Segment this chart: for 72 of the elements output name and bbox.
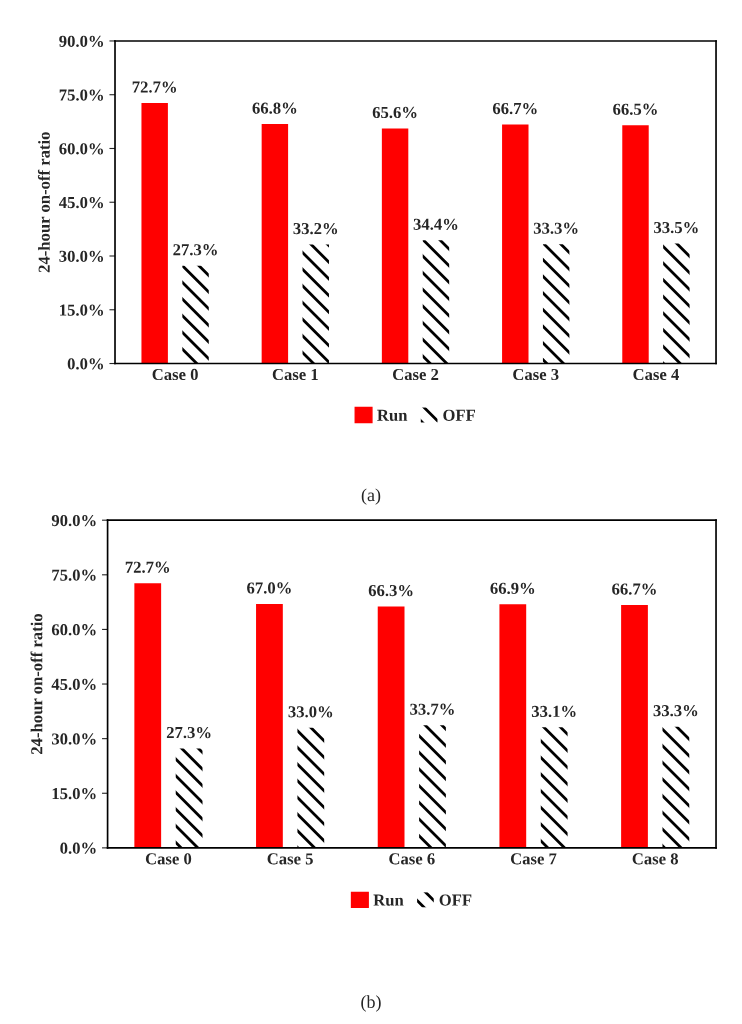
y-tick-label: 75.0% xyxy=(59,89,104,101)
y-tick-label: 15.0% xyxy=(60,304,104,316)
y-tick-label: 90.0% xyxy=(59,35,104,47)
legend-label: Run xyxy=(377,409,408,421)
data-label: 27.3% xyxy=(173,244,217,256)
bar xyxy=(419,725,446,848)
bar xyxy=(141,102,168,364)
y-tick-label: 75.0% xyxy=(52,569,96,581)
x-tick-label: Case 8 xyxy=(632,853,679,865)
x-tick-label: Case 2 xyxy=(392,368,439,381)
data-label: 33.2% xyxy=(293,222,338,235)
bar xyxy=(182,265,209,364)
data-label: 66.7% xyxy=(612,583,656,595)
data-label: 67.0% xyxy=(247,582,291,594)
bar xyxy=(134,583,162,848)
bar xyxy=(540,727,568,848)
x-tick-label: Case 3 xyxy=(513,368,559,381)
bar xyxy=(662,726,690,848)
y-tick-label: 15.0% xyxy=(52,787,96,800)
data-label: 72.7% xyxy=(125,561,170,573)
x-tick-label: Case 7 xyxy=(510,853,557,865)
y-tick-label: 0.0% xyxy=(67,358,104,370)
data-label: 65.6% xyxy=(372,106,417,119)
bar xyxy=(302,244,329,364)
bar xyxy=(377,606,405,848)
y-tick-label: 60.0% xyxy=(59,143,104,155)
x-tick-label: Case 5 xyxy=(267,853,313,865)
bar xyxy=(621,605,648,848)
data-label: 27.3% xyxy=(166,726,211,739)
x-tick-label: Case 6 xyxy=(389,853,435,865)
data-label: 33.0% xyxy=(288,706,333,718)
bar xyxy=(175,748,203,848)
data-label: 66.3% xyxy=(368,584,413,597)
x-tick-label: Case 0 xyxy=(152,368,198,381)
data-label: 34.4% xyxy=(413,218,458,230)
legend-label: OFF xyxy=(443,409,476,421)
data-label: 33.5% xyxy=(654,221,698,234)
data-label: 66.5% xyxy=(613,103,657,115)
data-label: 33.1% xyxy=(531,705,576,718)
y-tick-label: 0.0% xyxy=(60,842,96,854)
y-tick-label: 30.0% xyxy=(59,250,104,263)
data-label: 72.7% xyxy=(132,81,177,93)
x-tick-label: Case 0 xyxy=(145,853,192,865)
bar xyxy=(502,124,529,364)
y-tick-label: 90.0% xyxy=(51,514,96,527)
bar xyxy=(663,243,690,364)
text: (b) xyxy=(361,995,381,1012)
y-tick-label: 60.0% xyxy=(51,624,96,636)
bar xyxy=(261,124,289,364)
legend-label: Run xyxy=(373,894,404,906)
bar xyxy=(381,128,409,364)
y-tick-label: 30.0% xyxy=(51,733,96,745)
data-label: 33.3% xyxy=(533,222,578,234)
bar xyxy=(422,240,450,364)
y-tick-label: 45.0% xyxy=(51,678,96,691)
x-tick-label: Case 1 xyxy=(272,368,318,381)
y-tick-label: 45.0% xyxy=(58,196,104,209)
bar xyxy=(499,604,527,848)
x-tick-label: Case 4 xyxy=(633,368,679,381)
data-label: 66.7% xyxy=(492,102,537,115)
bar xyxy=(542,244,570,364)
data-label: 33.7% xyxy=(410,703,454,715)
data-label: 66.8% xyxy=(252,102,297,114)
y-axis-title: 24-hour on-off ratio xyxy=(30,613,43,755)
data-label: 66.9% xyxy=(490,582,535,595)
text: (a) xyxy=(361,488,381,505)
y-axis-title: 24-hour on-off ratio xyxy=(37,132,50,273)
bar xyxy=(297,727,325,848)
bar xyxy=(622,125,649,364)
bar xyxy=(256,603,283,848)
legend-label: OFF xyxy=(439,894,472,906)
data-label: 33.3% xyxy=(653,705,698,717)
